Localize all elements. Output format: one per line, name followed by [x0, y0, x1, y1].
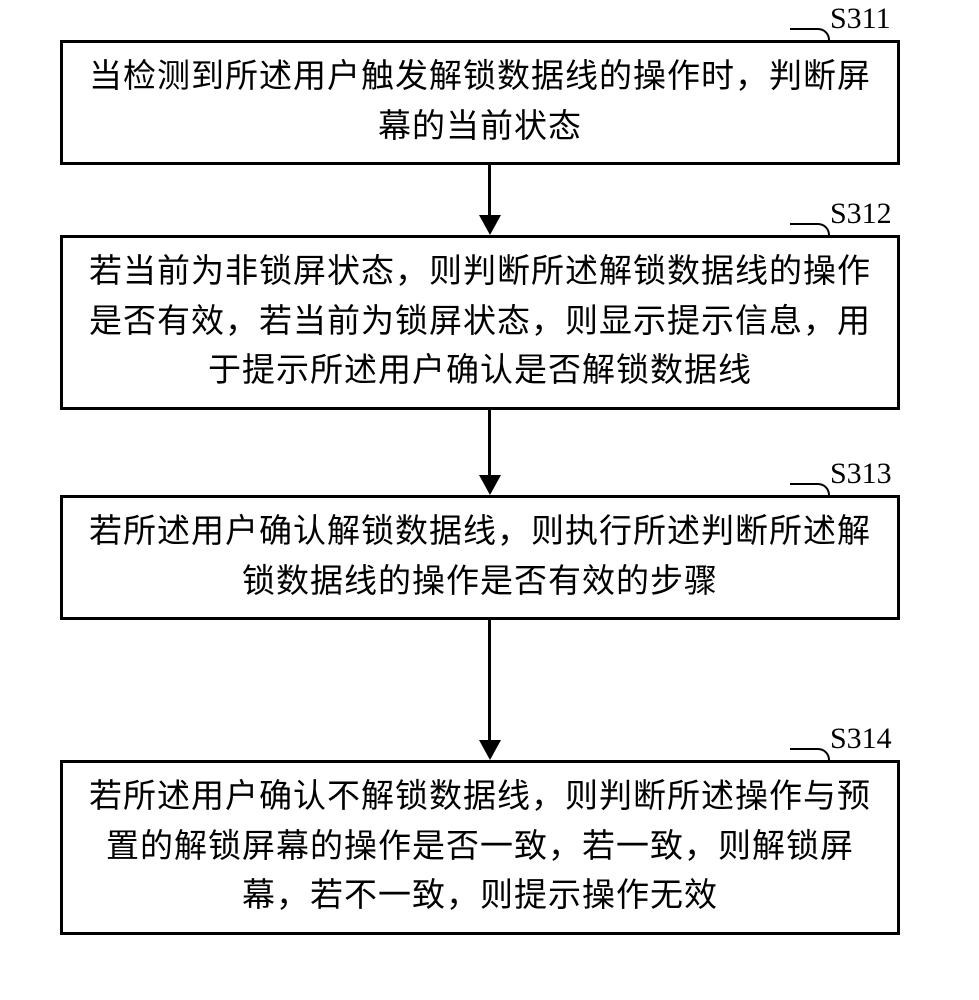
arrow-line-1: [488, 165, 491, 215]
step-box-2: 若当前为非锁屏状态，则判断所述解锁数据线的操作是否有效，若当前为锁屏状态，则显示…: [60, 235, 900, 410]
step-box-3: 若所述用户确认解锁数据线，则执行所述判断所述解锁数据线的操作是否有效的步骤: [60, 495, 900, 620]
step-text-2: 若当前为非锁屏状态，则判断所述解锁数据线的操作是否有效，若当前为锁屏状态，则显示…: [83, 248, 877, 397]
arrow-3: [479, 620, 501, 760]
label-connector-3: [790, 483, 830, 495]
step-text-4: 若所述用户确认不解锁数据线，则判断所述操作与预置的解锁屏幕的操作是否一致，若一致…: [83, 773, 877, 922]
step-label-1: S311: [830, 2, 891, 36]
step-label-2: S312: [830, 197, 892, 231]
step-box-1: 当检测到所述用户触发解锁数据线的操作时，判断屏幕的当前状态: [60, 40, 900, 165]
step-label-4: S314: [830, 722, 892, 756]
arrow-line-2: [488, 410, 491, 475]
arrow-head-icon: [479, 215, 501, 235]
arrow-line-3: [488, 620, 491, 740]
label-connector-1: [790, 28, 830, 40]
step-box-4: 若所述用户确认不解锁数据线，则判断所述操作与预置的解锁屏幕的操作是否一致，若一致…: [60, 760, 900, 935]
step-text-1: 当检测到所述用户触发解锁数据线的操作时，判断屏幕的当前状态: [83, 53, 877, 152]
step-text-3: 若所述用户确认解锁数据线，则执行所述判断所述解锁数据线的操作是否有效的步骤: [83, 508, 877, 607]
flowchart-container: S311 当检测到所述用户触发解锁数据线的操作时，判断屏幕的当前状态 S312 …: [0, 0, 979, 1000]
arrow-head-icon: [479, 475, 501, 495]
step-label-3: S313: [830, 457, 892, 491]
arrow-2: [479, 410, 501, 495]
arrow-1: [479, 165, 501, 235]
label-connector-2: [790, 223, 830, 235]
arrow-head-icon: [479, 740, 501, 760]
label-connector-4: [790, 748, 830, 760]
